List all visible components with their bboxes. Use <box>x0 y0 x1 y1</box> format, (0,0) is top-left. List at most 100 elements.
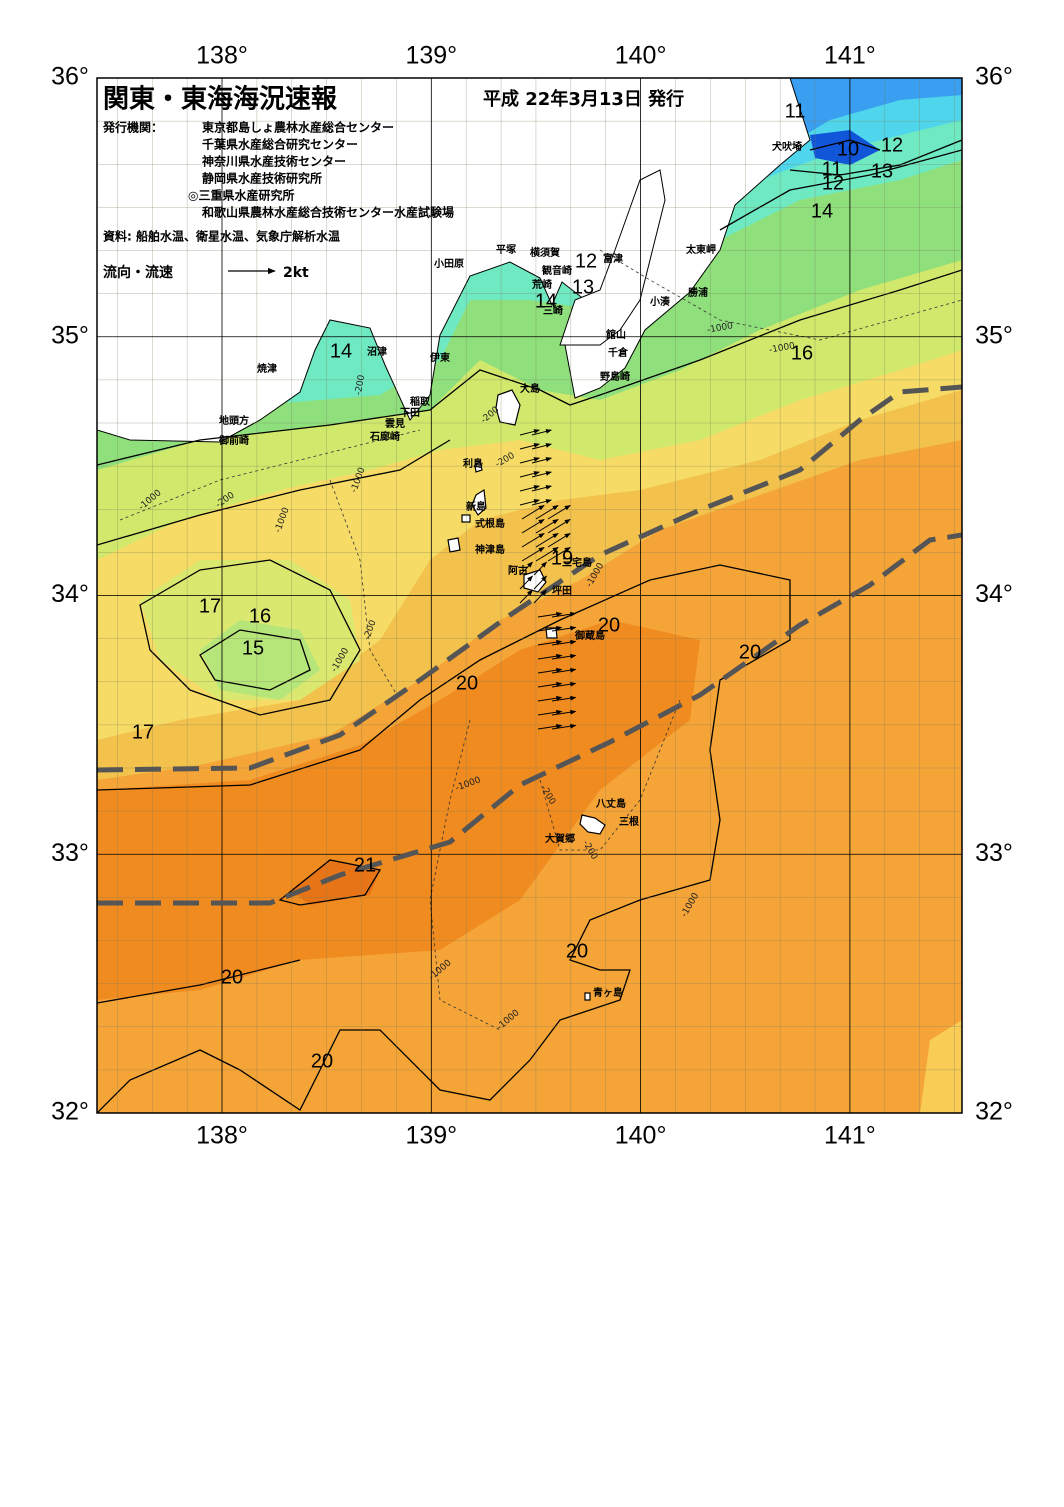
lon-tick-label: 141° <box>824 1122 876 1150</box>
issuer: 和歌山県農林水産総合技術センター水産試験場 <box>201 205 454 220</box>
place-name: 神津島 <box>475 543 505 556</box>
place-name: 八丈島 <box>595 797 626 810</box>
temperature-label: 19 <box>551 547 573 569</box>
place-name: 稲取 <box>410 395 431 408</box>
current-arrow <box>521 532 545 548</box>
temperature-label: 16 <box>791 342 813 364</box>
current-arrow <box>537 611 563 618</box>
place-name: 利島 <box>463 457 483 470</box>
place-name: 沼津 <box>367 345 387 358</box>
legend-scale: 2kt <box>283 265 309 281</box>
lat-tick-label: 32° <box>975 1098 1013 1126</box>
place-name: 御蔵島 <box>574 629 605 642</box>
map-frame <box>96 77 963 1114</box>
current-arrow <box>533 575 547 590</box>
place-name: 石廊崎 <box>369 430 400 443</box>
place-name: 富津 <box>603 252 623 265</box>
temperature-label: 21 <box>354 854 376 876</box>
issuer: 静岡県水産技術研究所 <box>202 171 322 186</box>
place-name: 式根島 <box>475 517 505 530</box>
place-name: 平塚 <box>496 243 516 256</box>
isobath <box>429 719 501 1031</box>
current-arrow <box>551 653 577 660</box>
current-arrow <box>551 681 577 688</box>
island <box>579 814 606 835</box>
current-arrow <box>537 639 563 646</box>
place-name: 三根 <box>619 815 639 828</box>
issuers-label: 発行機関： <box>102 120 163 135</box>
current-arrow <box>537 723 563 730</box>
temperature-label: 11 <box>785 100 806 122</box>
isobaths <box>119 249 962 1031</box>
legend-label: 流向・流速 <box>103 264 173 281</box>
lon-tick-label: 138° <box>196 42 248 70</box>
place-name: 野島崎 <box>600 370 630 383</box>
place-name: 観音崎 <box>542 264 572 277</box>
temperature-label: 10 <box>837 138 859 160</box>
kuroshio-axis <box>97 532 962 906</box>
lon-tick-label: 139° <box>405 1122 457 1150</box>
land <box>97 78 811 443</box>
place-name: 青ヶ島 <box>593 986 623 999</box>
lon-tick-label: 140° <box>615 1122 667 1150</box>
current-arrow <box>531 443 552 450</box>
place-name: 御前崎 <box>218 434 249 447</box>
current-arrow <box>531 485 552 492</box>
current-arrow <box>519 485 540 492</box>
island <box>523 569 547 593</box>
current-arrow <box>547 546 571 562</box>
current-arrow <box>551 625 577 632</box>
temperature-label: 14 <box>535 290 557 312</box>
current-arrow <box>531 499 552 506</box>
zone-10 <box>810 130 880 165</box>
isotherm <box>97 564 791 1113</box>
temperature-label: 20 <box>739 641 761 663</box>
kuroshio-edge <box>97 384 962 773</box>
temperature-label: 20 <box>456 672 478 694</box>
lon-tick-label: 139° <box>405 42 457 70</box>
current-arrow <box>531 429 552 436</box>
current-arrow <box>551 709 577 716</box>
zone-12 <box>780 78 962 150</box>
isotherm <box>97 959 301 1004</box>
current-arrow <box>537 709 563 716</box>
temperature-label: 11 <box>822 158 843 180</box>
temperature-label: 20 <box>311 1050 333 1072</box>
current-arrow <box>537 695 563 702</box>
lat-tick-label: 36° <box>975 63 1013 91</box>
island <box>495 389 521 426</box>
issuer: 千葉県水産総合研究センター <box>202 137 358 152</box>
isotherm <box>139 559 361 716</box>
lat-tick-label: 34° <box>975 580 1013 608</box>
current-arrow <box>535 518 559 534</box>
place-name: 横須賀 <box>530 246 560 259</box>
current-arrow <box>551 667 577 674</box>
temperature-label: 13 <box>871 160 893 182</box>
current-arrow <box>551 723 577 730</box>
depth-label: -200 <box>354 374 367 396</box>
place-name: 伊東 <box>429 351 450 364</box>
current-arrow <box>519 561 533 576</box>
issuer: 東京都島しょ農林水産総合センター <box>202 120 394 135</box>
current-arrow <box>521 518 545 534</box>
temperature-label: 12 <box>575 250 597 272</box>
current-arrow <box>537 653 563 660</box>
isobath <box>329 479 401 701</box>
current-arrow <box>519 499 540 506</box>
place-name: 大島 <box>520 382 540 395</box>
current-arrow <box>547 518 571 534</box>
lat-tick-label: 35° <box>975 321 1013 349</box>
current-arrow <box>551 695 577 702</box>
place-name: 小田原 <box>433 257 464 270</box>
current-arrow <box>533 589 547 604</box>
island <box>584 992 591 1001</box>
lon-tick-label: 140° <box>615 42 667 70</box>
isotherms <box>97 139 962 1113</box>
isotherm <box>97 269 962 466</box>
sea-surface <box>97 78 962 1113</box>
place-name: 地頭方 <box>219 414 249 427</box>
current-arrow <box>535 532 559 548</box>
isotherm <box>278 859 382 906</box>
temperature-label: 15 <box>242 637 264 659</box>
place-name: 坪田 <box>552 584 572 597</box>
